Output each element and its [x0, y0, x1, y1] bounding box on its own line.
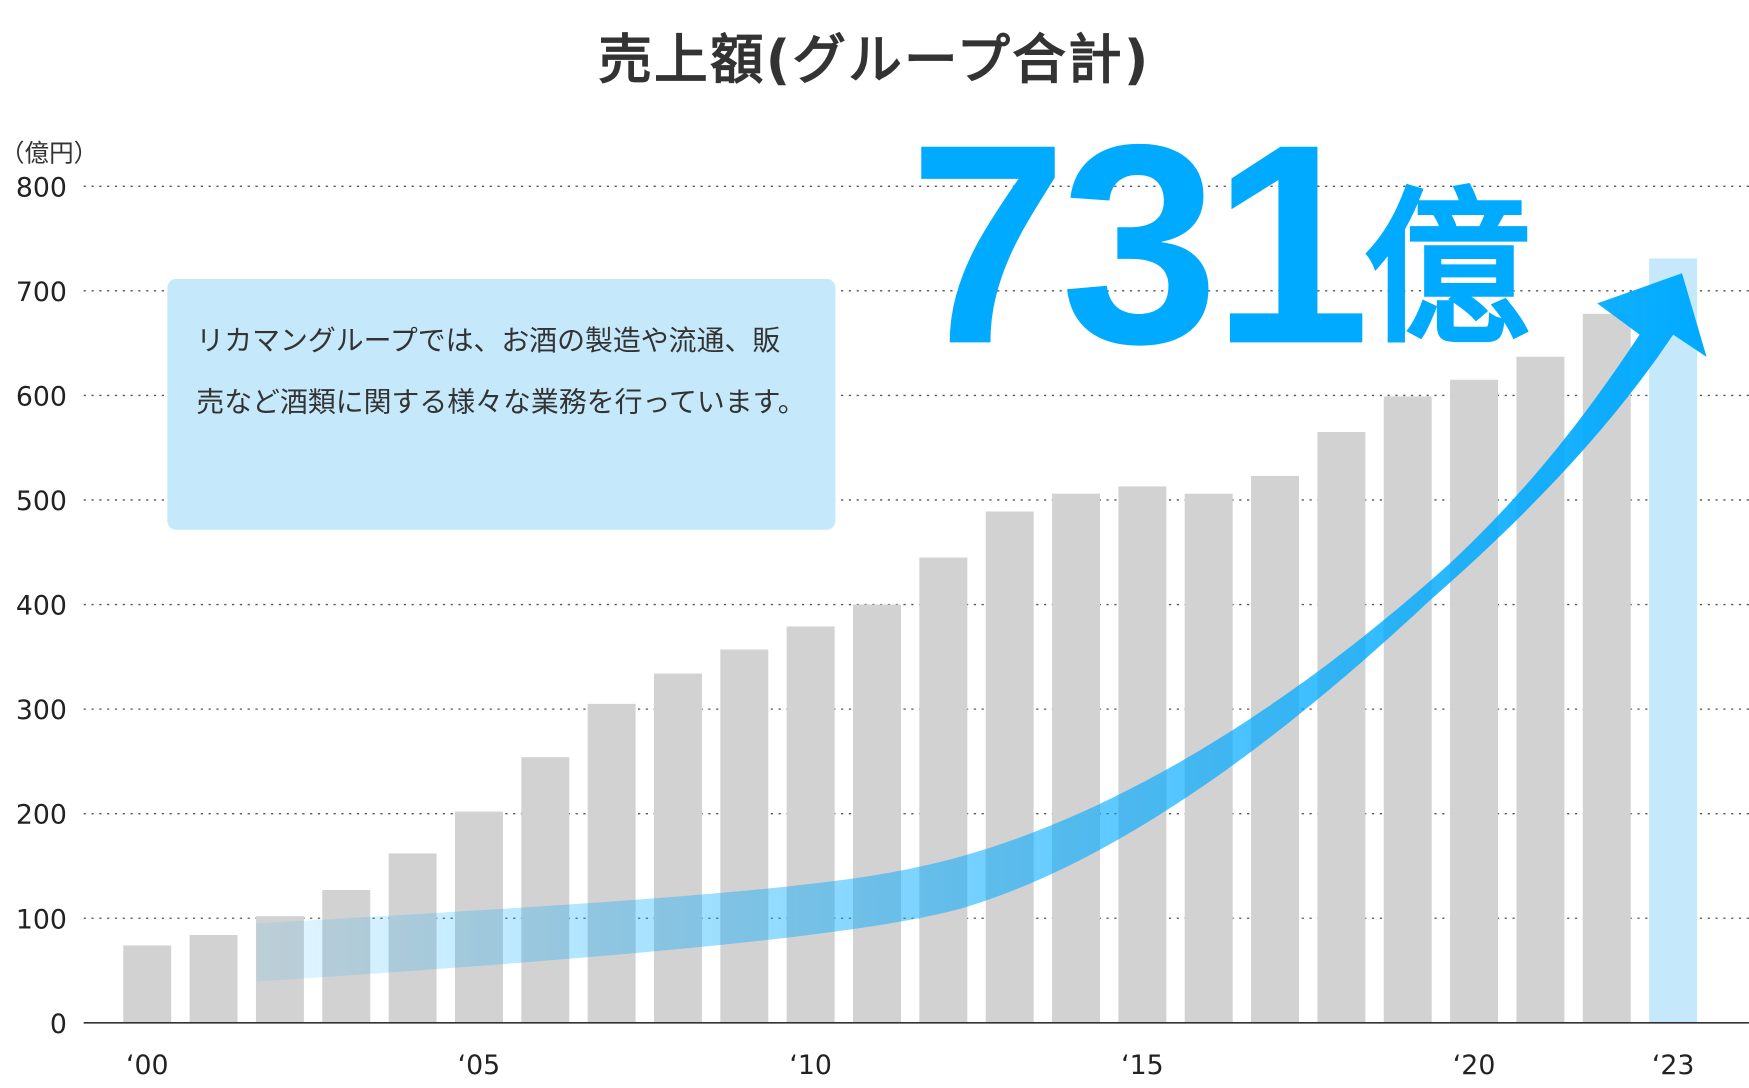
highlight-number: 731 [909, 85, 1370, 404]
bar-2011 [853, 604, 901, 1023]
bar-2006 [521, 757, 570, 1023]
bar-2017 [1251, 475, 1300, 1023]
x-tick-label: ‘23 [1652, 1050, 1695, 1081]
y-tick-label: 500 [16, 486, 67, 517]
chart-title: 売上額(グループ合計) [598, 29, 1151, 92]
x-tick-label: ‘15 [1121, 1050, 1164, 1081]
bar-2015 [1118, 486, 1167, 1023]
bar-2001 [189, 934, 238, 1023]
bar-2014 [1052, 493, 1101, 1023]
y-tick-label: 300 [16, 695, 67, 726]
y-tick-label: 700 [16, 277, 67, 308]
bar-2018 [1317, 432, 1366, 1023]
highlight-value: 731億 [909, 103, 1531, 392]
y-tick-label: 0 [50, 1009, 67, 1040]
y-tick-label: 100 [16, 904, 67, 935]
y-axis-unit-label: （億円） [0, 140, 99, 169]
x-tick-label: ‘00 [126, 1050, 169, 1081]
bar-2023 [1649, 258, 1698, 1023]
bar-2007 [587, 703, 636, 1023]
bar-2000 [123, 945, 172, 1023]
y-tick-label: 400 [16, 591, 67, 622]
y-tick-label: 200 [16, 800, 67, 831]
bar-2009 [720, 649, 769, 1023]
bar-2010 [786, 626, 835, 1023]
description-box: リカマングループでは、お酒の製造や流通、販売など酒類に関する様々な業務を行ってい… [167, 278, 836, 530]
highlight-unit: 億 [1363, 172, 1531, 367]
bar-2019 [1383, 396, 1432, 1023]
x-tick-label: ‘10 [789, 1050, 832, 1081]
x-tick-label: ‘05 [458, 1050, 501, 1081]
bar-2008 [653, 673, 702, 1023]
bar-2020 [1450, 379, 1499, 1023]
bar-2012 [919, 557, 968, 1023]
x-tick-label: ‘20 [1453, 1050, 1496, 1081]
bar-2013 [985, 511, 1034, 1023]
y-tick-label: 800 [16, 172, 67, 203]
y-tick-label: 600 [16, 381, 67, 412]
